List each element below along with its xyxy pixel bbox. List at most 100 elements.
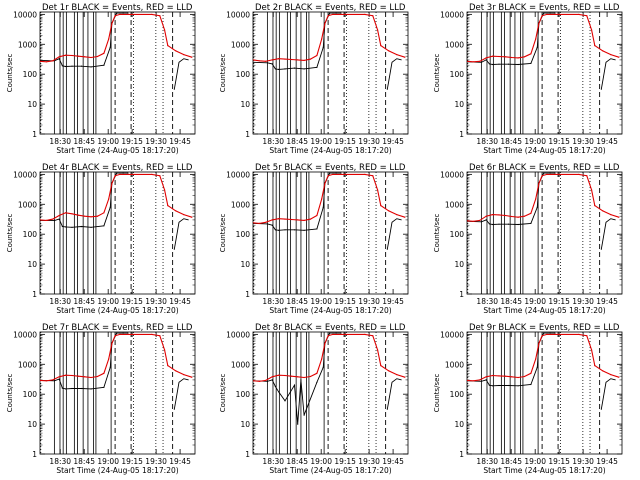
- data-point: [554, 332, 556, 334]
- y-tick-label: 10000: [13, 10, 37, 19]
- data-point: [396, 374, 398, 376]
- data-point: [58, 58, 60, 60]
- data-point: [517, 57, 519, 59]
- x-tick-label: 19:15: [121, 137, 143, 146]
- data-point: [523, 375, 526, 378]
- data-point: [329, 332, 331, 334]
- data-point: [517, 216, 519, 218]
- chart-panel-9: Det 9r BLACK = Events, RED = LLD 1 10 100 10…: [433, 323, 623, 475]
- data-point: [52, 218, 54, 220]
- data-point: [488, 223, 490, 225]
- data-point: [278, 218, 280, 220]
- data-point: [71, 54, 73, 57]
- data-point: [61, 387, 64, 389]
- data-point: [300, 379, 302, 381]
- data-point: [543, 12, 545, 14]
- events-recovery-line: [600, 218, 616, 250]
- series-line-events: [40, 172, 128, 228]
- data-point: [327, 335, 329, 337]
- x-tick-label: 19:00: [524, 457, 546, 466]
- data-point: [536, 46, 538, 48]
- y-tick-label: 100: [450, 70, 465, 79]
- time-markers: [467, 12, 601, 134]
- data-point: [109, 46, 111, 48]
- data-point: [586, 15, 588, 17]
- data-point: [549, 332, 551, 334]
- chart-panel-5: Det 5r BLACK = Events, RED = LLD 1 10 100 10…: [219, 163, 409, 315]
- data-point: [58, 376, 60, 378]
- data-point: [610, 54, 612, 56]
- y-axis-label: Counts/sec: [433, 214, 441, 253]
- data-point: [498, 384, 500, 387]
- data-point: [517, 223, 519, 226]
- data-point: [479, 379, 481, 381]
- data-point: [116, 332, 118, 334]
- data-point: [108, 38, 110, 40]
- data-point: [549, 12, 551, 14]
- y-tick-label: 10000: [13, 170, 37, 179]
- data-point: [278, 58, 280, 60]
- data-point: [535, 38, 537, 40]
- x-tick-label: 18:30: [49, 297, 71, 306]
- data-point: [480, 380, 482, 382]
- data-point: [485, 215, 487, 217]
- data-point: [404, 376, 406, 378]
- x-tick-label: 19:30: [358, 137, 380, 146]
- x-axis-label: Start Time (24-Aug-05 18:17:20): [269, 466, 391, 475]
- series-line-events: [40, 12, 128, 68]
- series-line-events: [467, 12, 555, 65]
- chart-title: Det 7r BLACK = Events, RED = LLD: [42, 323, 193, 333]
- data-point: [271, 59, 273, 61]
- data-point: [523, 215, 526, 217]
- data-point: [485, 59, 487, 61]
- data-point: [377, 189, 379, 191]
- data-point: [127, 12, 129, 14]
- data-point: [372, 15, 374, 17]
- series-group: [467, 332, 620, 410]
- data-point: [321, 38, 323, 40]
- data-point: [303, 59, 305, 62]
- data-point: [183, 374, 185, 376]
- data-point: [324, 342, 326, 344]
- x-tick-label: 19:15: [121, 457, 143, 466]
- data-point: [309, 218, 312, 220]
- data-point: [191, 376, 193, 378]
- chart-panel-6: Det 6r BLACK = Events, RED = LLD 1 10 100 10…: [433, 163, 623, 315]
- x-tick-label: 18:45: [286, 297, 308, 306]
- data-point: [77, 214, 79, 216]
- x-tick-label: 19:15: [548, 137, 570, 146]
- chart-title: Det 3r BLACK = Events, RED = LLD: [469, 3, 620, 13]
- data-point: [492, 385, 494, 387]
- data-point: [321, 358, 323, 360]
- y-tick-label: 10000: [226, 10, 250, 19]
- series-line-events: [253, 332, 341, 425]
- data-point: [151, 173, 153, 175]
- y-tick-label: 10000: [440, 170, 464, 179]
- data-point: [472, 61, 474, 63]
- data-point: [274, 229, 276, 231]
- data-point: [80, 387, 83, 390]
- data-point: [96, 55, 99, 58]
- plot-frame: [252, 331, 409, 455]
- data-point: [159, 175, 161, 177]
- y-tick-label: 1000: [231, 360, 250, 369]
- data-point: [504, 214, 506, 217]
- data-point: [340, 332, 342, 334]
- x-tick-label: 18:45: [500, 297, 522, 306]
- events-recovery-line: [600, 378, 616, 410]
- data-point: [541, 15, 543, 17]
- data-point: [284, 218, 286, 220]
- x-tick-label: 18:45: [500, 137, 522, 146]
- y-tick-label: 10: [240, 100, 250, 109]
- data-point: [511, 215, 513, 218]
- data-point: [498, 63, 500, 65]
- data-point: [530, 212, 532, 214]
- data-point: [167, 45, 169, 47]
- data-point: [498, 223, 500, 225]
- x-tick-label: 18:45: [73, 297, 95, 306]
- data-point: [297, 59, 299, 61]
- series-group: [40, 12, 193, 90]
- data-point: [530, 53, 532, 55]
- y-tick-label: 100: [23, 70, 38, 79]
- data-point: [404, 56, 406, 58]
